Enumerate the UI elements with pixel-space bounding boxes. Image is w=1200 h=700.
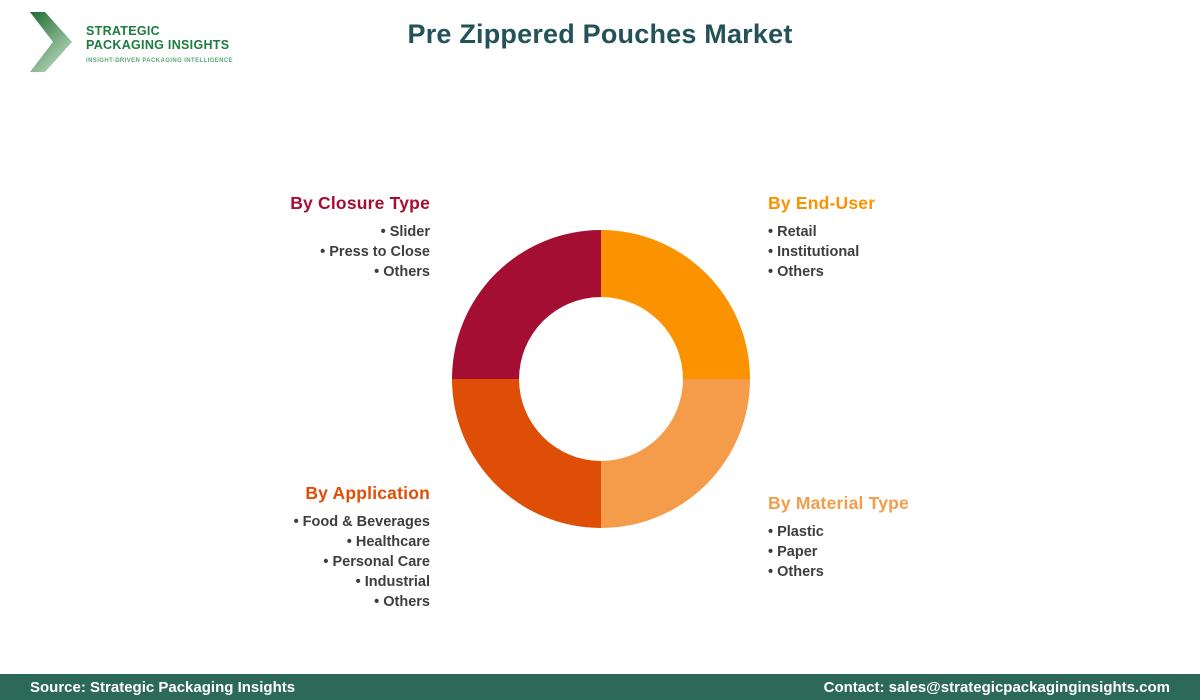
legend-material-type-list: Plastic Paper Others	[768, 522, 988, 582]
legend-closure-type-list: Slider Press to Close Others	[190, 222, 430, 282]
legend-end-user: By End-User Retail Institutional Others	[768, 192, 988, 282]
legend-application-title: By Application	[305, 483, 430, 503]
legend-item: Others	[190, 592, 430, 612]
legend-closure-type: By Closure Type Slider Press to Close Ot…	[190, 192, 430, 282]
logo-name-line2: PACKAGING INSIGHTS	[86, 38, 230, 52]
brand-logo: STRATEGIC PACKAGING INSIGHTS INSIGHT-DRI…	[30, 12, 233, 72]
legend-item: Plastic	[768, 522, 988, 542]
legend-item: Others	[190, 262, 430, 282]
donut-chart-svg	[452, 230, 750, 528]
legend-material-type: By Material Type Plastic Paper Others	[768, 492, 988, 582]
donut-chart	[451, 229, 751, 529]
footer-contact: Contact: sales@strategicpackaginginsight…	[823, 678, 1170, 696]
legend-application: By Application Food & Beverages Healthca…	[190, 482, 430, 612]
legend-item: Others	[768, 562, 988, 582]
legend-item: Personal Care	[190, 552, 430, 572]
logo-chevron-icon	[30, 12, 72, 72]
logo-text: STRATEGIC PACKAGING INSIGHTS INSIGHT-DRI…	[86, 12, 233, 64]
legend-item: Food & Beverages	[190, 512, 430, 532]
footer-bar: Source: Strategic Packaging Insights Con…	[0, 674, 1200, 700]
legend-item: Industrial	[190, 572, 430, 592]
legend-item: Slider	[190, 222, 430, 242]
donut-segment-closure-type	[452, 230, 601, 379]
legend-item: Others	[768, 262, 988, 282]
legend-closure-type-title: By Closure Type	[290, 193, 430, 213]
donut-segment-end-user	[601, 230, 750, 379]
legend-item: Press to Close	[190, 242, 430, 262]
legend-item: Paper	[768, 542, 988, 562]
legend-item: Healthcare	[190, 532, 430, 552]
legend-item: Institutional	[768, 242, 988, 262]
footer-source: Source: Strategic Packaging Insights	[30, 678, 296, 696]
logo-name-line1: STRATEGIC	[86, 24, 160, 38]
page-title: Pre Zippered Pouches Market	[407, 19, 793, 49]
logo-tagline: INSIGHT-DRIVEN PACKAGING INTELLIGENCE	[86, 58, 234, 64]
donut-segment-application	[452, 379, 601, 528]
legend-material-type-title: By Material Type	[768, 493, 909, 513]
legend-item: Retail	[768, 222, 988, 242]
donut-segment-material-type	[601, 379, 750, 528]
legend-end-user-list: Retail Institutional Others	[768, 222, 988, 282]
legend-end-user-title: By End-User	[768, 193, 876, 213]
legend-application-list: Food & Beverages Healthcare Personal Car…	[190, 512, 430, 612]
